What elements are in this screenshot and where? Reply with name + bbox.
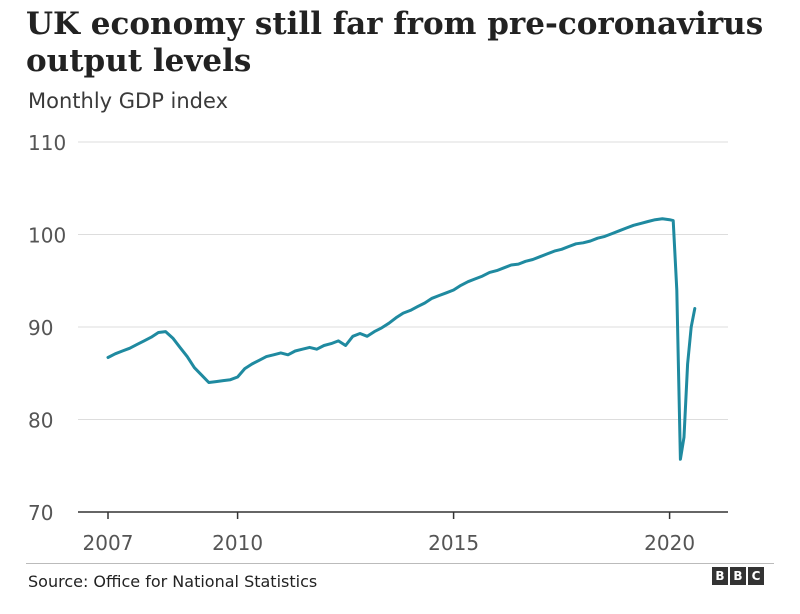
y-tick-label: 100 [28, 224, 66, 248]
x-tick-labels: 2007 2010 2015 2020 [83, 512, 695, 555]
series-layer [106, 217, 697, 461]
source-note: Source: Office for National Statistics [28, 572, 318, 591]
logo-letter: B [730, 567, 746, 585]
y-tick-labels: 70 80 90 100 110 [28, 131, 66, 525]
x-tick-label: 2015 [428, 531, 479, 555]
bbc-logo: B B C [712, 567, 764, 585]
y-tick-label: 70 [28, 501, 53, 525]
y-tick-label: 110 [28, 131, 66, 155]
logo-letter: B [712, 567, 728, 585]
y-tick-label: 90 [28, 316, 53, 340]
grid-lines [78, 141, 728, 513]
chart-subtitle: Monthly GDP index [28, 89, 228, 113]
x-tick-label: 2007 [83, 531, 134, 555]
x-tick-label: 2020 [644, 531, 695, 555]
logo-letter: C [748, 567, 764, 585]
footer-divider [26, 563, 774, 564]
chart-title: UK economy still far from pre-coronaviru… [26, 6, 764, 79]
x-tick-label: 2010 [212, 531, 263, 555]
y-tick-label: 80 [28, 409, 53, 433]
series-line [106, 217, 697, 461]
